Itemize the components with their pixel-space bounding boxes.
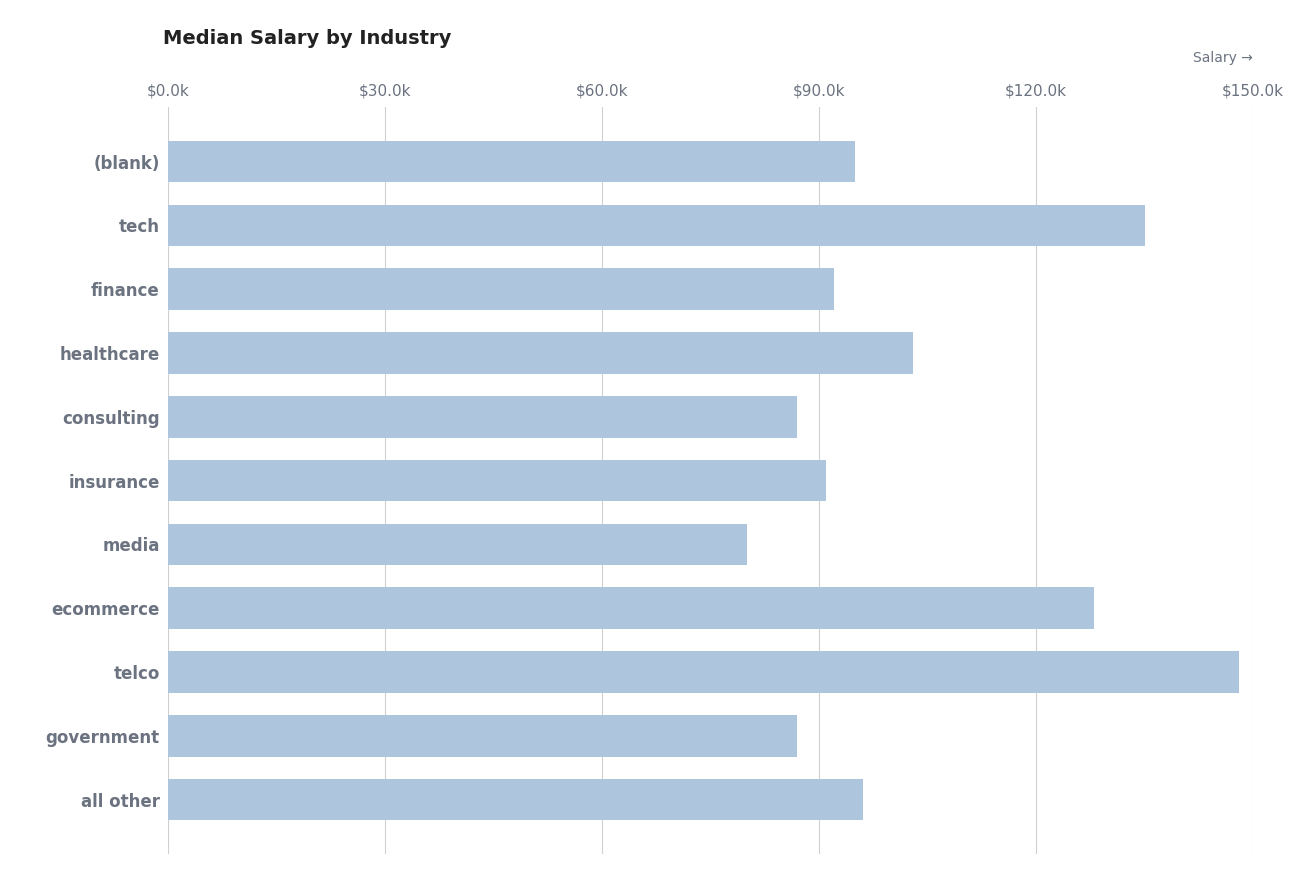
Bar [168,523,747,565]
Bar [168,779,863,821]
Bar [168,716,797,756]
Bar [168,205,1145,246]
Bar [168,141,855,182]
Bar [168,651,1239,692]
Bar [168,460,827,501]
Text: Median Salary by Industry: Median Salary by Industry [163,29,451,48]
Bar [168,587,1094,629]
Text: Salary →: Salary → [1194,51,1253,65]
Bar [168,269,833,310]
Bar [168,396,797,438]
Bar [168,332,913,374]
